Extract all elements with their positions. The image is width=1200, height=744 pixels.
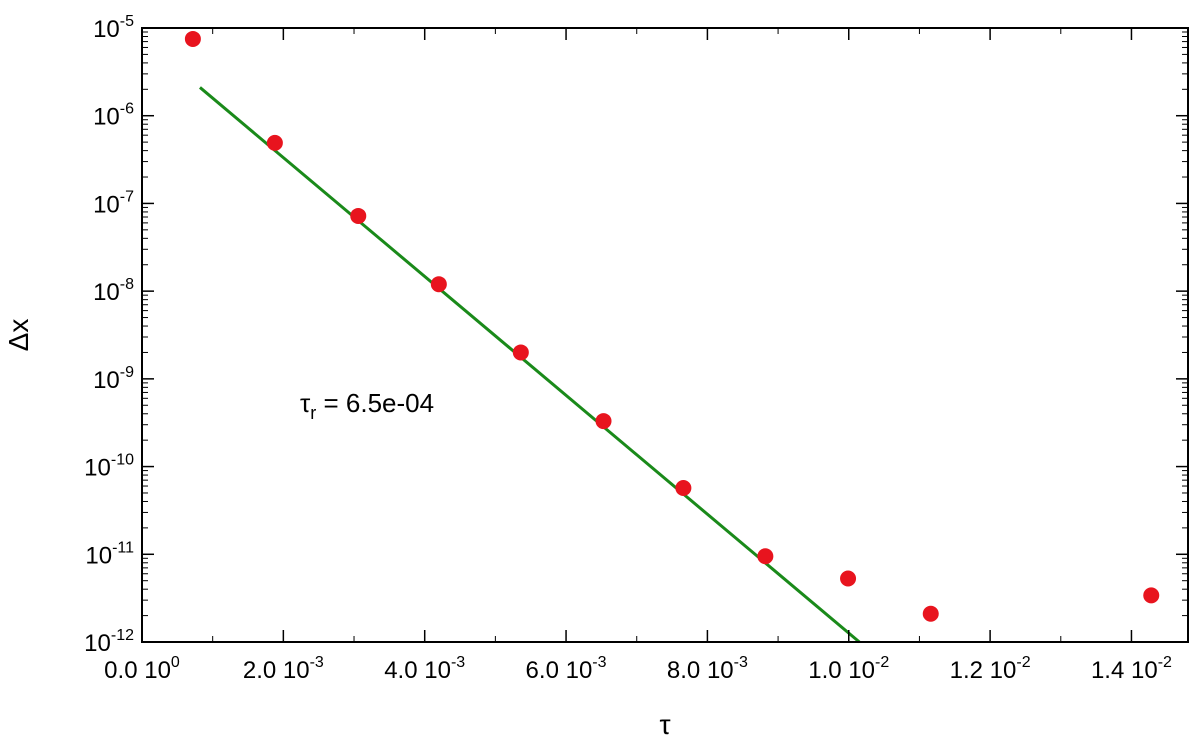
annotation-subscript: r	[310, 403, 316, 423]
x-tick-mantissa: 2.0	[243, 657, 276, 684]
y-tick-base: 10	[93, 367, 120, 394]
x-tick-base: 10	[1131, 657, 1158, 684]
x-tick-exponent: -3	[310, 654, 324, 671]
y-tick-label: 10-8	[93, 276, 134, 306]
x-tick-mantissa: 0.0	[104, 657, 137, 684]
y-tick-exponent: -7	[120, 188, 134, 205]
x-tick-label: 6.0 10-3	[526, 654, 607, 684]
y-tick-base: 10	[93, 104, 120, 131]
x-tick-space	[842, 657, 849, 684]
x-tick-exponent: -3	[592, 654, 606, 671]
y-tick-label: 10-11	[85, 539, 134, 569]
fit-line	[198, 86, 861, 644]
x-tick-space	[418, 657, 425, 684]
x-tick-space	[983, 657, 990, 684]
plot-frame	[141, 27, 1189, 643]
x-tick-base: 10	[144, 657, 171, 684]
x-tick-label: 1.2 10-2	[950, 654, 1031, 684]
data-point	[350, 207, 367, 224]
x-tick-label: 1.4 10-2	[1091, 654, 1172, 684]
y-tick-base: 10	[93, 279, 120, 306]
y-tick-label: 10-10	[84, 452, 134, 482]
y-tick-exponent: -5	[120, 13, 134, 30]
x-tick-mantissa: 1.4	[1091, 657, 1124, 684]
x-tick-space	[1124, 657, 1131, 684]
x-tick-space	[559, 657, 566, 684]
data-point	[757, 548, 774, 565]
y-tick-base: 10	[84, 455, 111, 482]
x-tick-exponent: 0	[171, 654, 180, 671]
y-tick-exponent: -10	[111, 452, 134, 469]
y-tick-exponent: -8	[120, 276, 134, 293]
x-tick-label: 2.0 10-3	[243, 654, 324, 684]
tau-r-annotation: τr = 6.5e-04	[300, 388, 434, 423]
x-tick-mantissa: 4.0	[384, 657, 417, 684]
x-tick-exponent: -3	[734, 654, 748, 671]
data-point	[840, 570, 857, 587]
x-tick-base: 10	[566, 657, 593, 684]
x-tick-label: 4.0 10-3	[384, 654, 465, 684]
y-tick-exponent: -9	[120, 364, 134, 381]
y-tick-base: 10	[85, 542, 112, 569]
x-tick-space	[276, 657, 283, 684]
data-point	[512, 344, 529, 361]
y-axis-title: Δx	[3, 319, 34, 352]
x-tick-mantissa: 8.0	[667, 657, 700, 684]
y-tick-exponent: -11	[112, 539, 134, 556]
x-tick-base: 10	[424, 657, 451, 684]
data-point	[184, 30, 201, 47]
fit-line-layer	[198, 86, 861, 644]
y-tick-label: 10-6	[93, 101, 134, 131]
x-tick-exponent: -2	[1016, 654, 1030, 671]
y-tick-label: 10-9	[93, 364, 134, 394]
x-tick-space	[138, 657, 145, 684]
data-point	[266, 134, 283, 151]
x-tick-exponent: -3	[451, 654, 465, 671]
x-tick-mantissa: 1.2	[950, 657, 983, 684]
y-tick-exponent: -12	[111, 627, 134, 644]
y-tick-base: 10	[93, 191, 120, 218]
y-tick-base: 10	[93, 16, 120, 43]
x-tick-exponent: -2	[1158, 654, 1172, 671]
annotation-value: = 6.5e-04	[316, 388, 434, 418]
x-tick-base: 10	[848, 657, 875, 684]
x-tick-base: 10	[283, 657, 310, 684]
data-point	[430, 276, 447, 293]
x-tick-label: 1.0 10-2	[808, 654, 889, 684]
data-point	[675, 479, 692, 496]
annotation-symbol: τ	[300, 388, 311, 418]
data-point	[1143, 587, 1160, 604]
ticks-layer	[141, 27, 1188, 643]
data-point	[595, 413, 612, 430]
x-tick-mantissa: 6.0	[526, 657, 559, 684]
x-tick-base: 10	[990, 657, 1017, 684]
y-tick-label: 10-12	[84, 627, 134, 657]
x-tick-mantissa: 1.0	[808, 657, 841, 684]
y-tick-label: 10-7	[93, 188, 134, 218]
x-tick-label: 0.0 100	[104, 654, 180, 684]
y-tick-exponent: -6	[120, 101, 134, 118]
y-tick-label: 10-5	[93, 13, 134, 43]
data-point	[922, 605, 939, 622]
x-tick-space	[700, 657, 707, 684]
x-axis-title: τ	[659, 709, 670, 740]
x-tick-exponent: -2	[875, 654, 889, 671]
data-points-layer	[184, 30, 1160, 622]
y-tick-base: 10	[84, 630, 111, 657]
x-tick-base: 10	[707, 657, 734, 684]
x-tick-label: 8.0 10-3	[667, 654, 748, 684]
